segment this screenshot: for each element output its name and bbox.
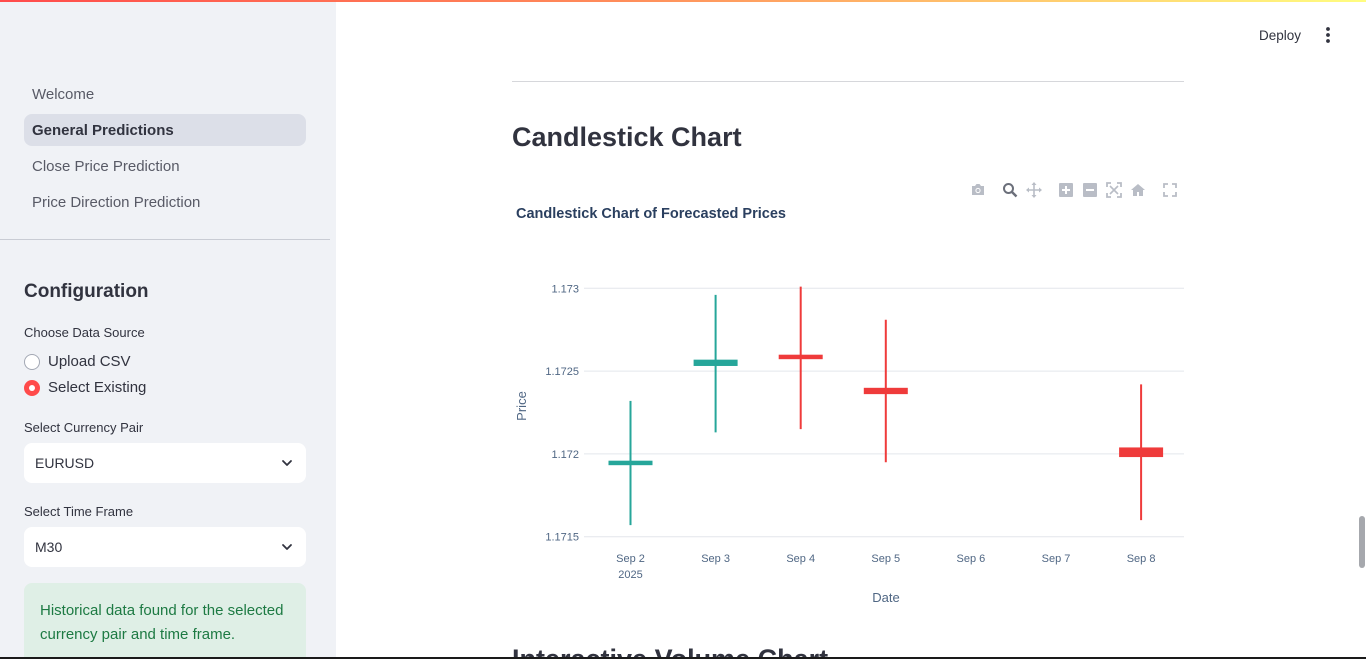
fullscreen-icon[interactable]	[1160, 180, 1180, 200]
time-frame-value: M30	[35, 539, 63, 555]
x-tick-label: Sep 5	[871, 553, 900, 565]
reset-axes-icon[interactable]	[1128, 180, 1148, 200]
radio-label: Select Existing	[48, 379, 147, 396]
candle-body	[693, 359, 738, 366]
y-tick-label: 1.1715	[545, 532, 579, 544]
deploy-button[interactable]: Deploy	[1259, 27, 1302, 43]
y-tick-label: 1.1725	[545, 366, 579, 378]
chart-title: Candlestick Chart of Forecasted Prices	[516, 206, 786, 222]
sidebar: Welcome General Predictions Close Price …	[0, 0, 336, 659]
nav-item-welcome[interactable]: Welcome	[24, 78, 306, 110]
x-tick-year-label: 2025	[618, 569, 642, 581]
x-tick-label: Sep 6	[957, 553, 986, 565]
section-divider	[512, 81, 1184, 82]
radio-button[interactable]	[24, 353, 40, 370]
autoscale-icon[interactable]	[1104, 180, 1124, 200]
candle-body	[863, 387, 908, 395]
data-source-label: Choose Data Source	[24, 325, 145, 340]
x-tick-label: Sep 3	[701, 553, 730, 565]
nav-item-general-predictions[interactable]: General Predictions	[24, 114, 306, 146]
chart-modebar	[968, 180, 1184, 200]
nav-item-label: Close Price Prediction	[32, 157, 180, 175]
sidebar-nav: Welcome General Predictions Close Price …	[24, 78, 306, 222]
radio-select-existing[interactable]: Select Existing	[24, 379, 146, 396]
x-tick-label: Sep 7	[1042, 553, 1071, 565]
window-bottom-edge	[0, 657, 1366, 659]
nav-item-label: Welcome	[32, 85, 95, 103]
radio-button-checked[interactable]	[24, 379, 40, 396]
nav-item-close-price-prediction[interactable]: Close Price Prediction	[24, 150, 306, 182]
zoom-icon[interactable]	[1000, 180, 1020, 200]
time-frame-select[interactable]: M30	[24, 527, 306, 567]
time-frame-label: Select Time Frame	[24, 504, 134, 519]
y-axis-title: Price	[514, 391, 529, 421]
candle-body	[778, 354, 823, 360]
chevron-down-icon	[282, 460, 292, 466]
scrollbar-thumb[interactable]	[1359, 516, 1365, 568]
x-tick-label: Sep 8	[1127, 553, 1156, 565]
radio-upload-csv[interactable]: Upload CSV	[24, 353, 131, 370]
currency-pair-label: Select Currency Pair	[24, 420, 144, 435]
zoom-in-icon[interactable]	[1056, 180, 1076, 200]
nav-item-price-direction-prediction[interactable]: Price Direction Prediction	[24, 186, 306, 218]
x-tick-label: Sep 2	[616, 553, 645, 565]
zoom-out-icon[interactable]	[1080, 180, 1100, 200]
y-tick-label: 1.172	[551, 449, 579, 461]
next-section-title: Interactive Volume Chart	[512, 644, 829, 659]
currency-pair-select[interactable]: EURUSD	[24, 443, 306, 483]
section-title: Candlestick Chart	[512, 122, 742, 152]
currency-pair-value: EURUSD	[35, 455, 95, 471]
nav-item-label: Price Direction Prediction	[32, 193, 201, 211]
pan-icon[interactable]	[1024, 180, 1044, 200]
main-menu-icon[interactable]	[1318, 24, 1338, 46]
sidebar-divider	[0, 239, 330, 240]
configuration-heading: Configuration	[24, 281, 149, 302]
x-axis-title: Date	[872, 590, 899, 605]
y-tick-label: 1.173	[551, 283, 579, 295]
camera-icon[interactable]	[968, 180, 988, 200]
x-tick-label: Sep 4	[786, 553, 815, 565]
nav-item-label: General Predictions	[32, 121, 174, 139]
candle-body	[608, 460, 653, 466]
top-decoration-bar	[0, 0, 1366, 2]
radio-label: Upload CSV	[48, 353, 131, 370]
candle-body	[1119, 447, 1164, 458]
candlestick-chart: 1.1715 1.172 1.1725 1.173 Sep 2 Sep 3 Sep 4 Sep…	[514, 283, 1184, 605]
chevron-down-icon	[282, 544, 292, 550]
success-alert: Historical data found for the selected c…	[24, 583, 306, 659]
